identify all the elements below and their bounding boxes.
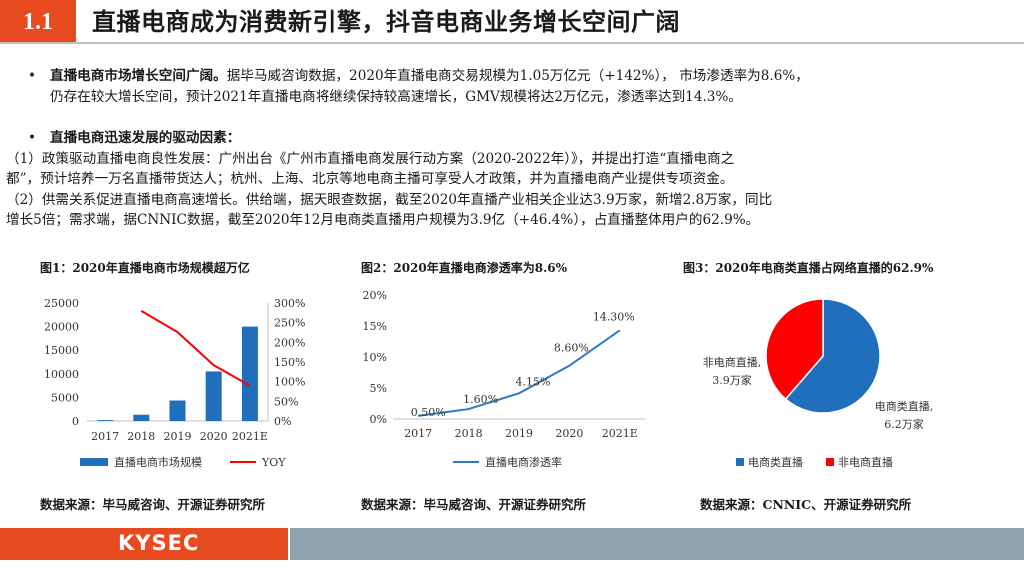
y2-tick-label: 300% — [274, 297, 305, 310]
y-tick-label: 10000 — [44, 368, 79, 381]
legend-label-penetration: 直播电商渗透率 — [485, 455, 562, 469]
x-tick-label: 2018 — [127, 430, 155, 443]
footer-bar — [290, 528, 1024, 560]
bar — [205, 371, 222, 421]
y-tick-label: 5000 — [51, 391, 79, 404]
section-number: 1.1 — [0, 0, 76, 44]
y-tick-label: 25000 — [44, 297, 79, 310]
figure3-title: 图3：2020年电商类直播占网络直播的62.9% — [683, 261, 934, 275]
yoy-line — [140, 310, 251, 387]
x-tick-label: 2017 — [404, 427, 432, 440]
x-tick-label: 2020 — [200, 430, 228, 443]
logo-text: KYSEC — [118, 531, 200, 555]
bar — [133, 414, 150, 421]
bullet-market-growth: • 直播电商市场增长空间广阔。据毕马威咨询数据，2020年直播电商交易规模为1.0… — [28, 66, 1008, 107]
x-tick-label: 2019 — [505, 427, 533, 440]
pie-label-non-ecommerce: 非电商直播, — [703, 355, 762, 369]
x-tick-label: 2020 — [555, 427, 583, 440]
y2-tick-label: 50% — [274, 395, 298, 408]
y2-tick-label: 200% — [274, 336, 305, 349]
x-tick-label: 2017 — [91, 430, 119, 443]
bar — [97, 420, 114, 421]
y2-tick-label: 150% — [274, 356, 305, 369]
y-tick-label: 5% — [370, 382, 387, 395]
x-tick-label: 2021E — [232, 430, 268, 443]
bullet-lead: 直播电商市场增长空间广阔。 — [50, 68, 227, 84]
pie-label-non-ecommerce-value: 3.9万家 — [712, 373, 752, 387]
legend-swatch-market-size — [80, 458, 108, 466]
y2-tick-label: 100% — [274, 376, 305, 389]
chart-market-size: 0 5000 10000 15000 20000 25000 0% 50% 100% 150% 20… — [44, 297, 305, 469]
data-label: 0.50% — [411, 406, 446, 419]
bullet-text-line2: 仍存在较大增长空间，预计2021年直播电商将继续保持较高速增长，GMV规模将达2… — [50, 88, 742, 105]
penetration-line — [418, 329, 621, 417]
legend-swatch-ecommerce — [736, 458, 744, 466]
x-tick-label: 2019 — [164, 430, 192, 443]
title-divider — [0, 42, 1024, 44]
driver-line-4: 增长5倍；需求端，据CNNIC数据，截至2020年12月电商类直播用户规模为3.… — [6, 212, 760, 228]
bullet-marker: • — [28, 130, 37, 146]
figure2-source: 数据来源：毕马威咨询、开源证券研究所 — [361, 497, 587, 512]
legend-label-ecommerce: 电商类直播 — [748, 455, 803, 469]
y2-tick-label: 250% — [274, 317, 305, 330]
bar — [241, 326, 258, 421]
y-tick-label: 20% — [363, 289, 387, 302]
pie-label-ecommerce: 电商类直播, — [875, 399, 934, 413]
pie-label-ecommerce-value: 6.2万家 — [884, 417, 924, 431]
pie-slice — [765, 298, 824, 401]
driver-line-3: （2）供需关系促进直播电商高速增长。供给端，据天眼查数据，截至2020年直播产业… — [6, 191, 773, 208]
footer-logo: KYSEC — [0, 528, 288, 560]
data-label: 14.30% — [593, 310, 635, 323]
driver-line-1: （1）政策驱动直播电商良性发展：广州出台《广州市直播电商发展行动方案（2020-… — [6, 150, 735, 167]
driver-line-2: 都”，预计培养一万名直播带货达人；杭州、上海、北京等地电商主播可享受人才政策，并… — [6, 171, 734, 187]
bar — [169, 400, 186, 421]
header: 1.1 直播电商成为消费新引擎，抖音电商业务增长空间广阔 — [0, 0, 1024, 44]
y2-tick-label: 0% — [274, 415, 291, 428]
data-label: 8.60% — [554, 342, 589, 355]
figure3-source: 数据来源：CNNIC、开源证券研究所 — [700, 497, 912, 512]
legend-label-non-ecommerce: 非电商直播 — [838, 455, 893, 469]
y-tick-label: 20000 — [44, 321, 79, 334]
legend-label-market-size: 直播电商市场规模 — [114, 455, 202, 469]
page-title: 直播电商成为消费新引擎，抖音电商业务增长空间广阔 — [92, 7, 680, 36]
y-tick-label: 10% — [363, 351, 387, 364]
y-tick-label: 0% — [370, 413, 387, 426]
chart-penetration-rate: 0% 5% 10% 15% 20% 2017 2018 2019 2020 2021E 0.50% 1… — [363, 289, 645, 469]
bullet-marker: • — [28, 68, 37, 84]
bullet-text: 据毕马威咨询数据，2020年直播电商交易规模为1.05万亿元（+142%）， 市… — [226, 68, 809, 84]
y-tick-label: 15% — [363, 320, 387, 333]
data-label: 4.15% — [516, 375, 551, 388]
bullet-drivers: • 直播电商迅速发展的驱动因素： （1）政策驱动直播电商良性发展：广州出台《广州市… — [6, 128, 1008, 231]
y-tick-label: 0 — [72, 415, 79, 428]
y-tick-label: 15000 — [44, 344, 79, 357]
legend-swatch-non-ecommerce — [826, 458, 834, 466]
x-tick-label: 2021E — [602, 427, 638, 440]
bullet-lead: 直播电商迅速发展的驱动因素： — [50, 130, 241, 146]
legend-label-yoy: YOY — [261, 456, 286, 469]
figure1-source: 数据来源：毕马威咨询、开源证券研究所 — [40, 497, 266, 512]
figure2-title: 图2：2020年直播电商渗透率为8.6% — [361, 261, 568, 275]
data-label: 1.60% — [463, 393, 498, 406]
pie-slice — [784, 298, 881, 414]
x-tick-label: 2018 — [455, 427, 483, 440]
figure1-title: 图1：2020年直播电商市场规模超万亿 — [40, 261, 250, 275]
